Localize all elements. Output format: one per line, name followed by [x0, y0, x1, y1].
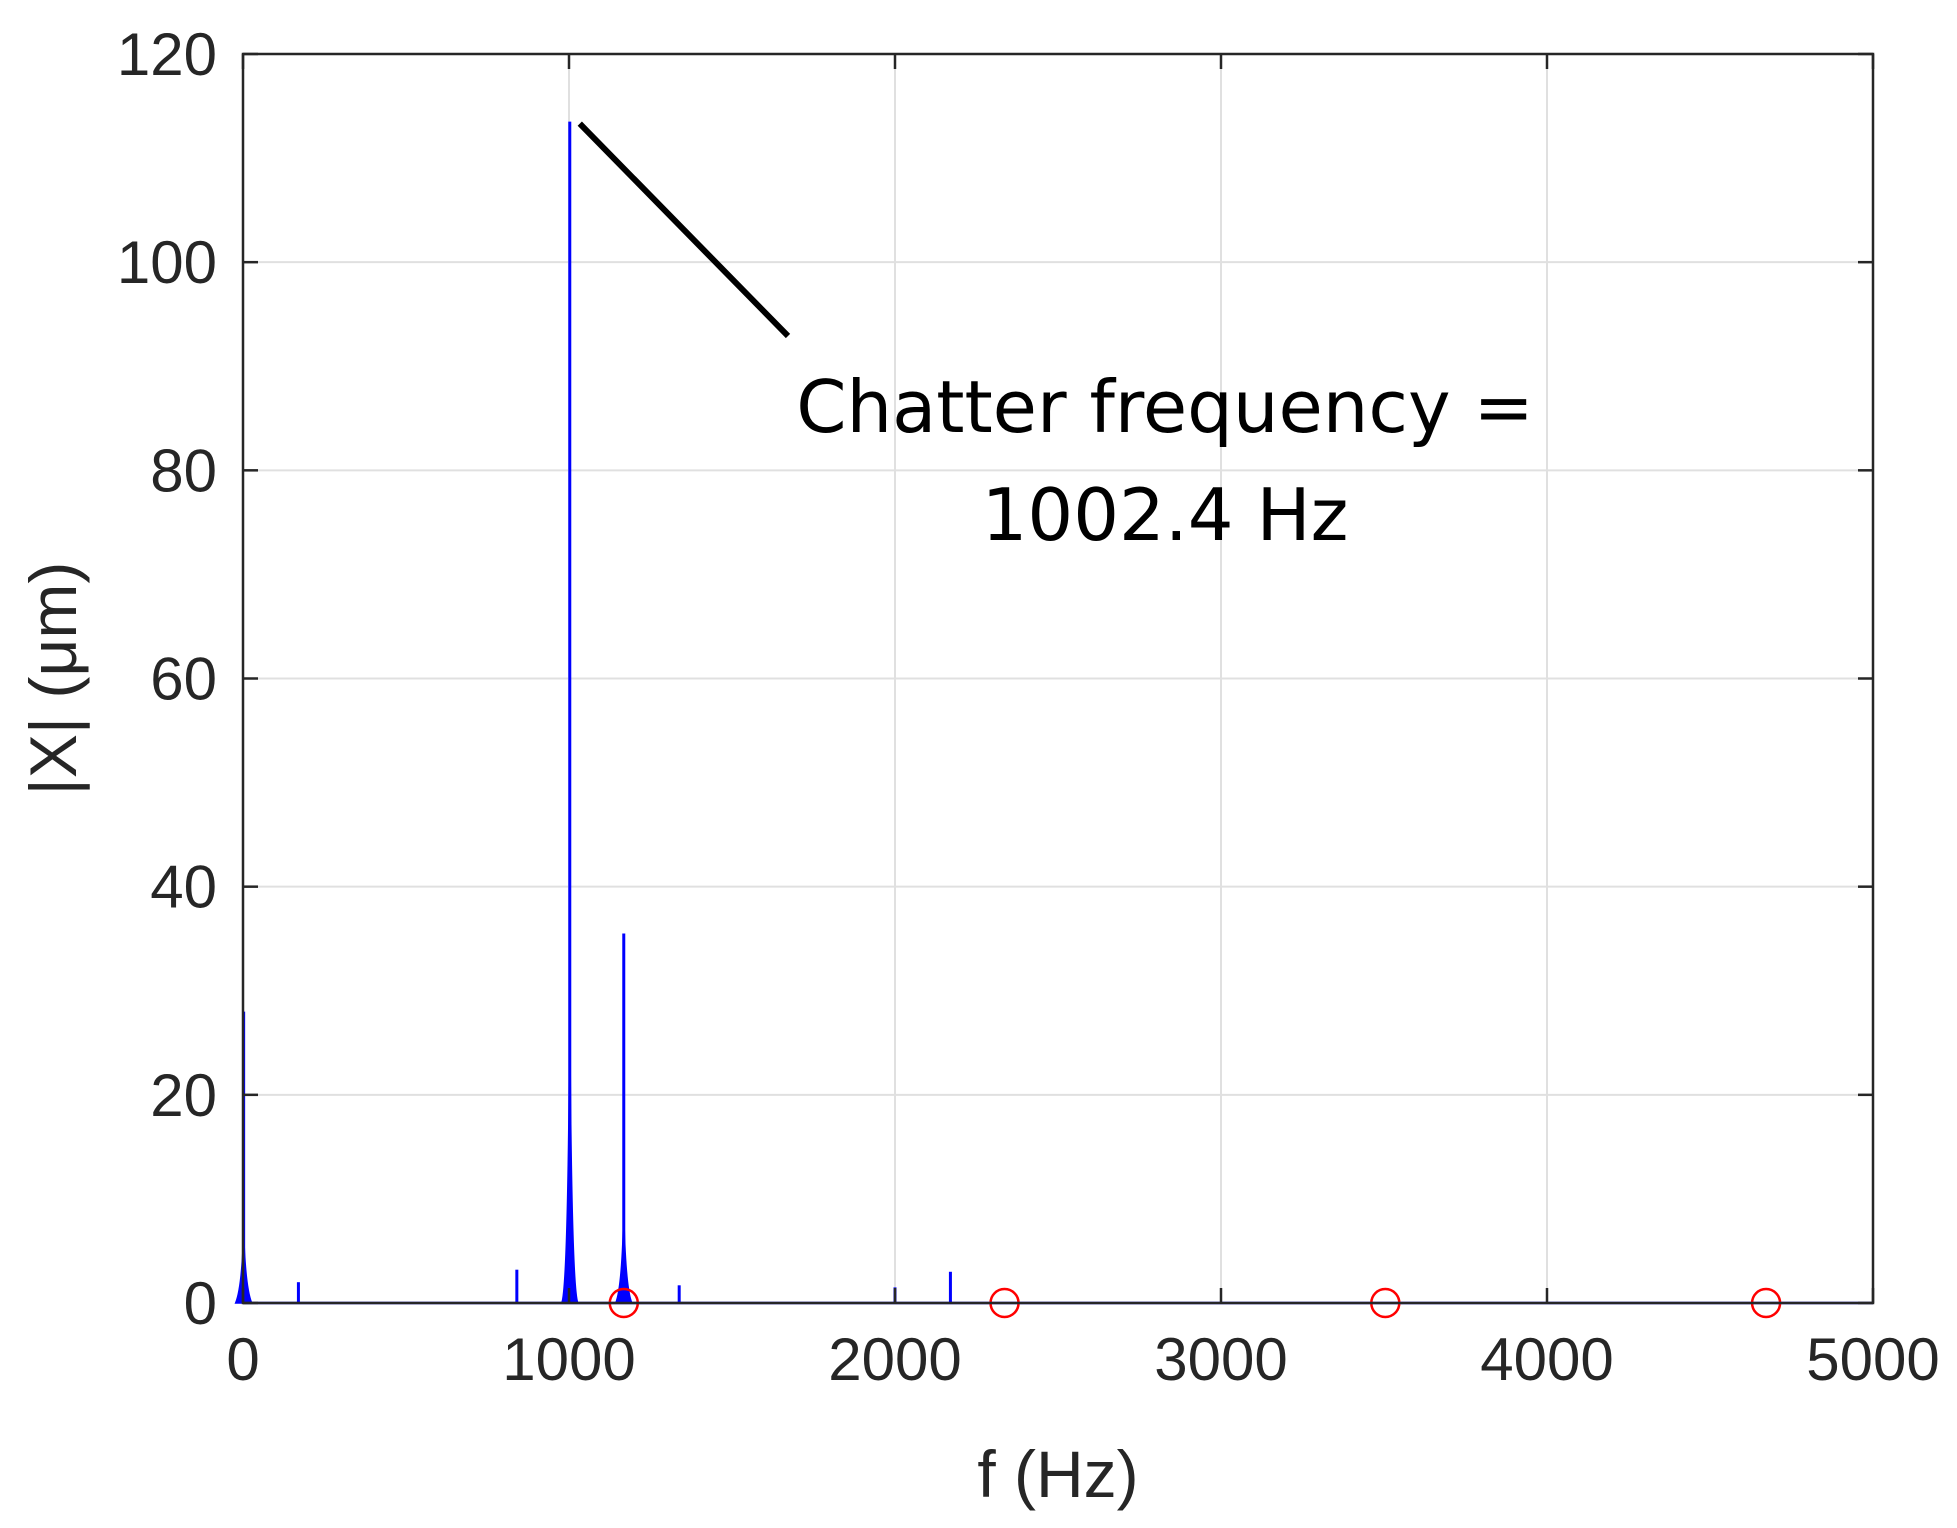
- x-tick-label: 3000: [1154, 1326, 1287, 1393]
- grid-lines: [243, 54, 1873, 1303]
- y-tick-label: 100: [117, 229, 217, 296]
- y-tick-label: 80: [150, 437, 217, 504]
- annotation-text-line-2: 1002.4 Hz: [982, 473, 1349, 557]
- spectrum-peak-skirt: [614, 1210, 633, 1304]
- x-axis-label: f (Hz): [977, 1437, 1138, 1511]
- y-tick-label: 120: [117, 21, 217, 88]
- x-tick-label: 4000: [1480, 1326, 1613, 1393]
- tick-layer: 0 1000 2000 3000 4000 5000 0 20 40 60 80 100 120: [117, 21, 1940, 1393]
- annotation-text-line-1: Chatter frequency =: [796, 365, 1534, 449]
- spectrum-peak-skirt: [560, 1007, 579, 1304]
- x-tick-label: 0: [226, 1326, 259, 1393]
- y-tick-label: 0: [184, 1270, 217, 1337]
- annotation-pointer-line: [577, 121, 791, 339]
- y-tick-label: 20: [150, 1062, 217, 1129]
- y-axis-label: |X| (μm): [16, 562, 90, 796]
- x-tick-label: 5000: [1806, 1326, 1939, 1393]
- x-tick-label: 2000: [828, 1326, 961, 1393]
- x-tick-label: 1000: [502, 1326, 635, 1393]
- y-tick-label: 40: [150, 854, 217, 921]
- y-tick-label: 60: [150, 646, 217, 713]
